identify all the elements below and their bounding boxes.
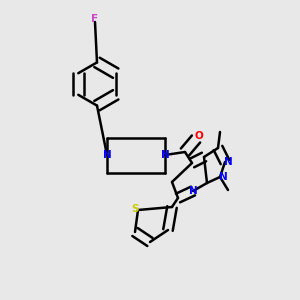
Text: F: F: [92, 14, 99, 24]
Text: N: N: [103, 150, 111, 160]
Text: N: N: [224, 157, 232, 167]
Text: O: O: [195, 131, 203, 141]
Text: S: S: [131, 203, 139, 214]
Text: N: N: [219, 172, 227, 182]
Text: N: N: [160, 150, 169, 160]
Text: N: N: [189, 186, 197, 196]
